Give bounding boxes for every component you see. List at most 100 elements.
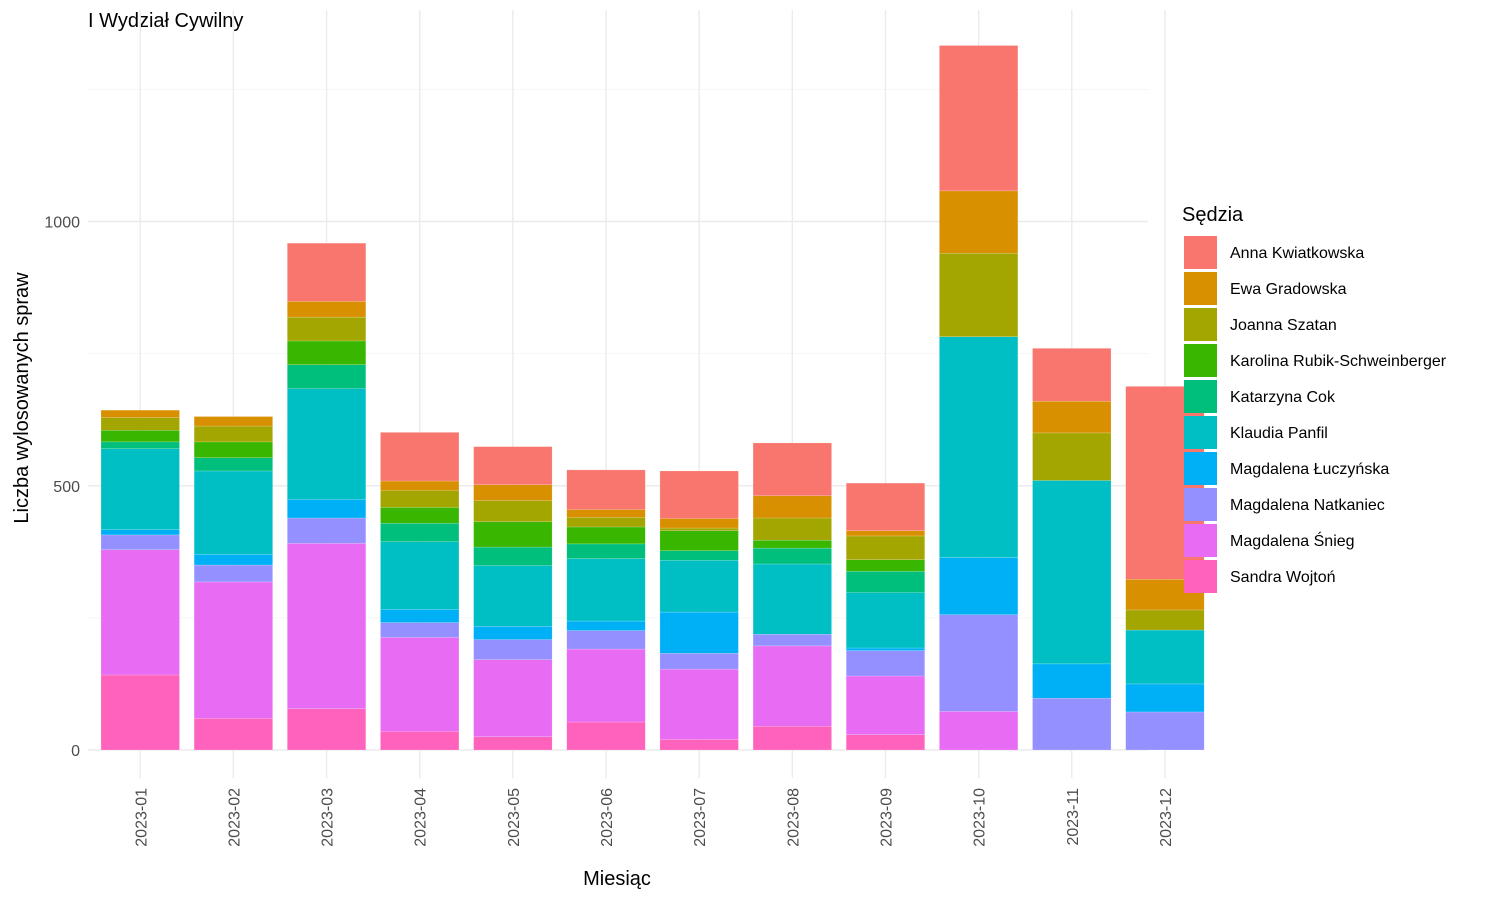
bar-segment <box>752 495 832 519</box>
x-tick-label: 2023-11 <box>1065 788 1082 846</box>
bar-segment <box>287 499 367 519</box>
bar-segment <box>659 470 739 519</box>
y-axis-ticks: 0 500 1000 <box>44 215 80 761</box>
bar-segment <box>566 558 646 622</box>
bar-segment <box>100 674 180 751</box>
bar-segment <box>659 550 739 561</box>
bar-segment <box>752 547 832 565</box>
bar-segment <box>752 645 832 727</box>
x-axis-title: Miesiąc <box>583 868 651 890</box>
bar-segment <box>845 571 925 593</box>
bar-segment <box>845 530 925 537</box>
bar-segment <box>473 736 553 751</box>
bar-segment <box>939 252 1019 337</box>
bar-segment <box>566 630 646 650</box>
bar-segment <box>939 336 1019 558</box>
bar-segment <box>473 565 553 627</box>
bar-segment <box>659 527 739 531</box>
legend-label: Katarzyna Cok <box>1230 389 1336 406</box>
legend-key <box>1184 380 1217 413</box>
bar-segment <box>1032 663 1112 699</box>
bar-segment <box>193 470 273 555</box>
bar-segment <box>1032 697 1112 751</box>
legend-label: Klaudia Panfil <box>1230 425 1328 442</box>
bar-segment <box>380 731 460 751</box>
legend-key <box>1184 560 1217 593</box>
legend-key <box>1184 344 1217 377</box>
x-tick-label: 2023-07 <box>692 788 709 847</box>
bar-segment <box>566 543 646 559</box>
bar-segment <box>380 507 460 524</box>
bar-segment <box>380 622 460 638</box>
bar-segment <box>193 554 273 566</box>
bar-segment <box>659 518 739 529</box>
y-tick-label: 1000 <box>44 215 80 232</box>
y-axis-title: Liczba wylosowanych spraw <box>11 272 33 524</box>
bar-segment <box>473 659 553 738</box>
bar-segment <box>473 484 553 501</box>
bar-segment <box>752 539 832 549</box>
bar-segment <box>752 725 832 751</box>
bar-segment <box>1125 609 1205 631</box>
bar-segment <box>845 482 925 531</box>
bar-segment <box>193 416 273 427</box>
chart-title: I Wydział Cywilny <box>88 10 243 32</box>
x-tick-label: 2023-02 <box>226 788 243 847</box>
bar-segment <box>473 521 553 548</box>
bar-segment <box>100 441 180 450</box>
bar-segment <box>380 637 460 732</box>
bar-segment <box>287 316 367 342</box>
bar-segment <box>566 526 646 545</box>
bar-segment <box>193 718 273 751</box>
bar-segment <box>473 626 553 640</box>
bar-segment <box>566 517 646 528</box>
bar-segment <box>380 432 460 482</box>
bar-segment <box>1125 711 1205 751</box>
bar-segment <box>566 509 646 518</box>
bar-segment <box>287 301 367 318</box>
bar-segment <box>1125 629 1205 685</box>
x-tick-label: 2023-01 <box>133 788 150 847</box>
legend-key <box>1184 236 1217 269</box>
bar-segment <box>287 543 367 710</box>
bar-segment <box>752 517 832 541</box>
x-tick-label: 2023-09 <box>878 788 895 847</box>
bar-segment <box>380 541 460 610</box>
y-tick-label: 0 <box>71 743 80 760</box>
bar-segment <box>193 441 273 458</box>
legend-key <box>1184 452 1217 485</box>
bar-segment <box>100 448 180 530</box>
bar-segment <box>566 648 646 723</box>
legend-label: Joanna Szatan <box>1230 317 1337 334</box>
bar-segment <box>287 242 367 302</box>
x-axis-ticks: 2023-01 2023-02 2023-03 2023-04 2023-05 2023-… <box>133 788 1175 847</box>
bars <box>100 45 1205 751</box>
legend-key <box>1184 488 1217 521</box>
bar-segment <box>1032 400 1112 434</box>
legend: Sędzia Anna Kwiatkowska Ewa Gradowska Joan… <box>1182 204 1447 593</box>
bar-segment <box>659 653 739 670</box>
x-tick-label: 2023-05 <box>506 788 523 847</box>
bar-segment <box>659 560 739 613</box>
bar-segment <box>100 430 180 443</box>
bar-segment <box>100 409 180 418</box>
bar-segment <box>100 534 180 550</box>
bar-segment <box>473 639 553 660</box>
legend-label: Magdalena Natkaniec <box>1230 497 1385 514</box>
bar-segment <box>845 559 925 572</box>
legend-label: Magdalena Łuczyńska <box>1230 461 1389 478</box>
bar-segment <box>193 564 273 583</box>
legend-label: Karolina Rubik-Schweinberger <box>1230 353 1447 370</box>
bar-segment <box>845 647 925 651</box>
bar-segment <box>287 388 367 500</box>
x-tick-label: 2023-06 <box>599 788 616 847</box>
bar-segment <box>473 446 553 485</box>
bar-segment <box>100 417 180 431</box>
bar-segment <box>380 490 460 508</box>
legend-title: Sędzia <box>1182 204 1244 226</box>
bar-segment <box>100 529 180 536</box>
bar-segment <box>659 611 739 654</box>
y-tick-label: 500 <box>53 479 80 496</box>
x-tick-label: 2023-03 <box>320 788 337 847</box>
